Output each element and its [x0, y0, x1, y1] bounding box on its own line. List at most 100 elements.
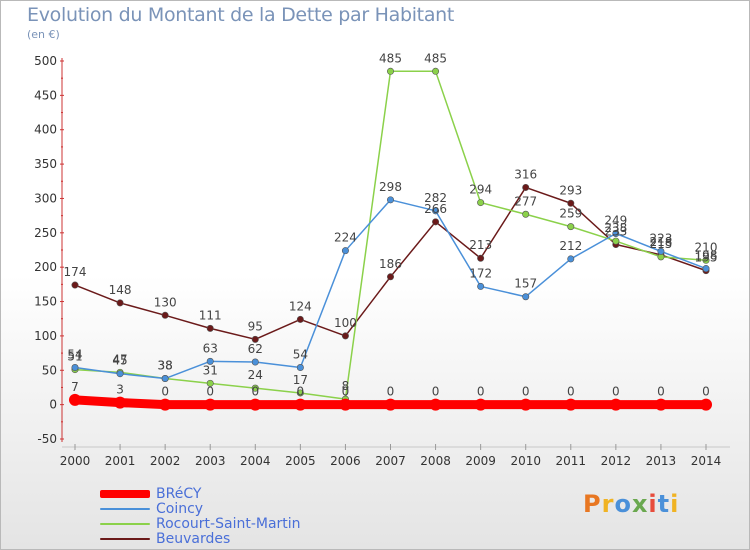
y-tick-label: 400: [34, 123, 57, 137]
data-label: 7: [71, 380, 79, 394]
data-point: [71, 364, 79, 372]
data-label: 249: [604, 214, 627, 228]
data-label: 17: [293, 373, 308, 387]
data-point: [429, 398, 442, 411]
data-label: 485: [424, 51, 447, 65]
data-point: [341, 247, 349, 255]
data-label: 172: [469, 266, 492, 280]
legend-item-rocourt: Rocourt-Saint-Martin: [100, 516, 301, 532]
data-point: [567, 223, 575, 231]
data-point: [71, 281, 79, 289]
data-label: 294: [469, 183, 492, 197]
x-tick-label: 2010: [510, 454, 541, 468]
data-point: [432, 218, 440, 226]
data-point: [116, 370, 124, 378]
data-point: [206, 324, 214, 332]
data-label: 124: [289, 299, 312, 313]
legend-item-beuvardes: Beuvardes: [100, 531, 230, 547]
data-point: [522, 183, 530, 191]
data-label: 51: [67, 350, 82, 364]
data-label: 100: [334, 316, 357, 330]
data-point: [296, 364, 304, 372]
data-label: 3: [116, 383, 124, 397]
data-point: [432, 207, 440, 215]
y-tick-label: 50: [42, 363, 57, 377]
x-tick-label: 2012: [601, 454, 632, 468]
data-point: [519, 398, 532, 411]
data-point: [206, 357, 214, 365]
legend-item-coincy: Coincy: [100, 501, 203, 517]
data-point: [296, 389, 304, 397]
data-point: [567, 255, 575, 263]
data-label: 485: [379, 51, 402, 65]
data-label: 316: [514, 167, 537, 181]
data-label: 111: [199, 308, 222, 322]
data-point: [522, 210, 530, 218]
data-label: 215: [649, 237, 672, 251]
data-point: [702, 265, 710, 273]
data-point: [69, 393, 81, 406]
data-label: 0: [297, 385, 305, 399]
chart-title: Evolution du Montant de la Dette par Hab…: [27, 4, 455, 26]
logo-letter: t: [657, 490, 671, 518]
x-tick-label: 2007: [375, 454, 406, 468]
legend-label-beuvardes: Beuvardes: [156, 531, 231, 547]
data-label: 238: [604, 221, 627, 235]
data-label: 0: [612, 385, 620, 399]
data-point: [612, 237, 620, 245]
y-tick-label: 500: [34, 54, 57, 68]
data-point: [206, 379, 214, 387]
data-point: [159, 398, 172, 411]
data-label: 195: [695, 251, 718, 265]
data-point: [339, 398, 352, 411]
y-tick-label: 250: [34, 226, 57, 240]
data-label: 223: [649, 231, 672, 245]
data-label: 198: [695, 249, 718, 263]
data-label: 0: [161, 385, 169, 399]
data-point: [204, 398, 217, 411]
data-point: [477, 282, 485, 290]
data-label: 24: [248, 368, 263, 382]
data-label: 174: [64, 265, 87, 279]
data-label: 0: [522, 385, 530, 399]
data-point: [700, 398, 712, 411]
legend-label-coincy: Coincy: [156, 501, 204, 517]
y-tick-label: 450: [34, 88, 57, 102]
data-label: 130: [154, 295, 177, 309]
x-tick-label: 2002: [150, 454, 181, 468]
data-label: 47: [112, 352, 127, 366]
data-point: [249, 398, 262, 411]
data-label: 148: [109, 283, 132, 297]
data-point: [114, 396, 127, 409]
data-label: 277: [514, 194, 537, 208]
x-tick-label: 2011: [556, 454, 587, 468]
data-label: 157: [514, 277, 537, 291]
data-label: 38: [158, 359, 173, 373]
y-tick-label: 300: [34, 191, 57, 205]
data-label: 224: [334, 231, 357, 245]
legend-swatch-brecy: [100, 490, 150, 498]
data-label: 212: [559, 239, 582, 253]
legend-swatch-beuvardes: [100, 538, 150, 540]
data-point: [386, 273, 394, 281]
data-label: 0: [206, 385, 214, 399]
x-tick-label: 2009: [465, 454, 496, 468]
data-label: 259: [559, 207, 582, 221]
data-point: [702, 256, 710, 264]
data-point: [477, 199, 485, 207]
x-tick-label: 2000: [60, 454, 91, 468]
logo-letter: x: [631, 490, 649, 518]
data-label: 213: [469, 238, 492, 252]
data-point: [341, 332, 349, 340]
logo-letter: P: [583, 490, 602, 518]
chart-subtitle: (en €): [27, 28, 60, 41]
legend-label-brecy: BRéCY: [156, 486, 202, 502]
data-label: 0: [342, 385, 350, 399]
legend-swatch-rocourt: [100, 523, 150, 525]
data-point: [251, 358, 259, 366]
x-tick-label: 2008: [420, 454, 451, 468]
data-point: [654, 398, 667, 411]
data-label: 95: [248, 319, 263, 333]
y-tick-label: 0: [49, 398, 57, 412]
x-tick-label: 2014: [691, 454, 722, 468]
